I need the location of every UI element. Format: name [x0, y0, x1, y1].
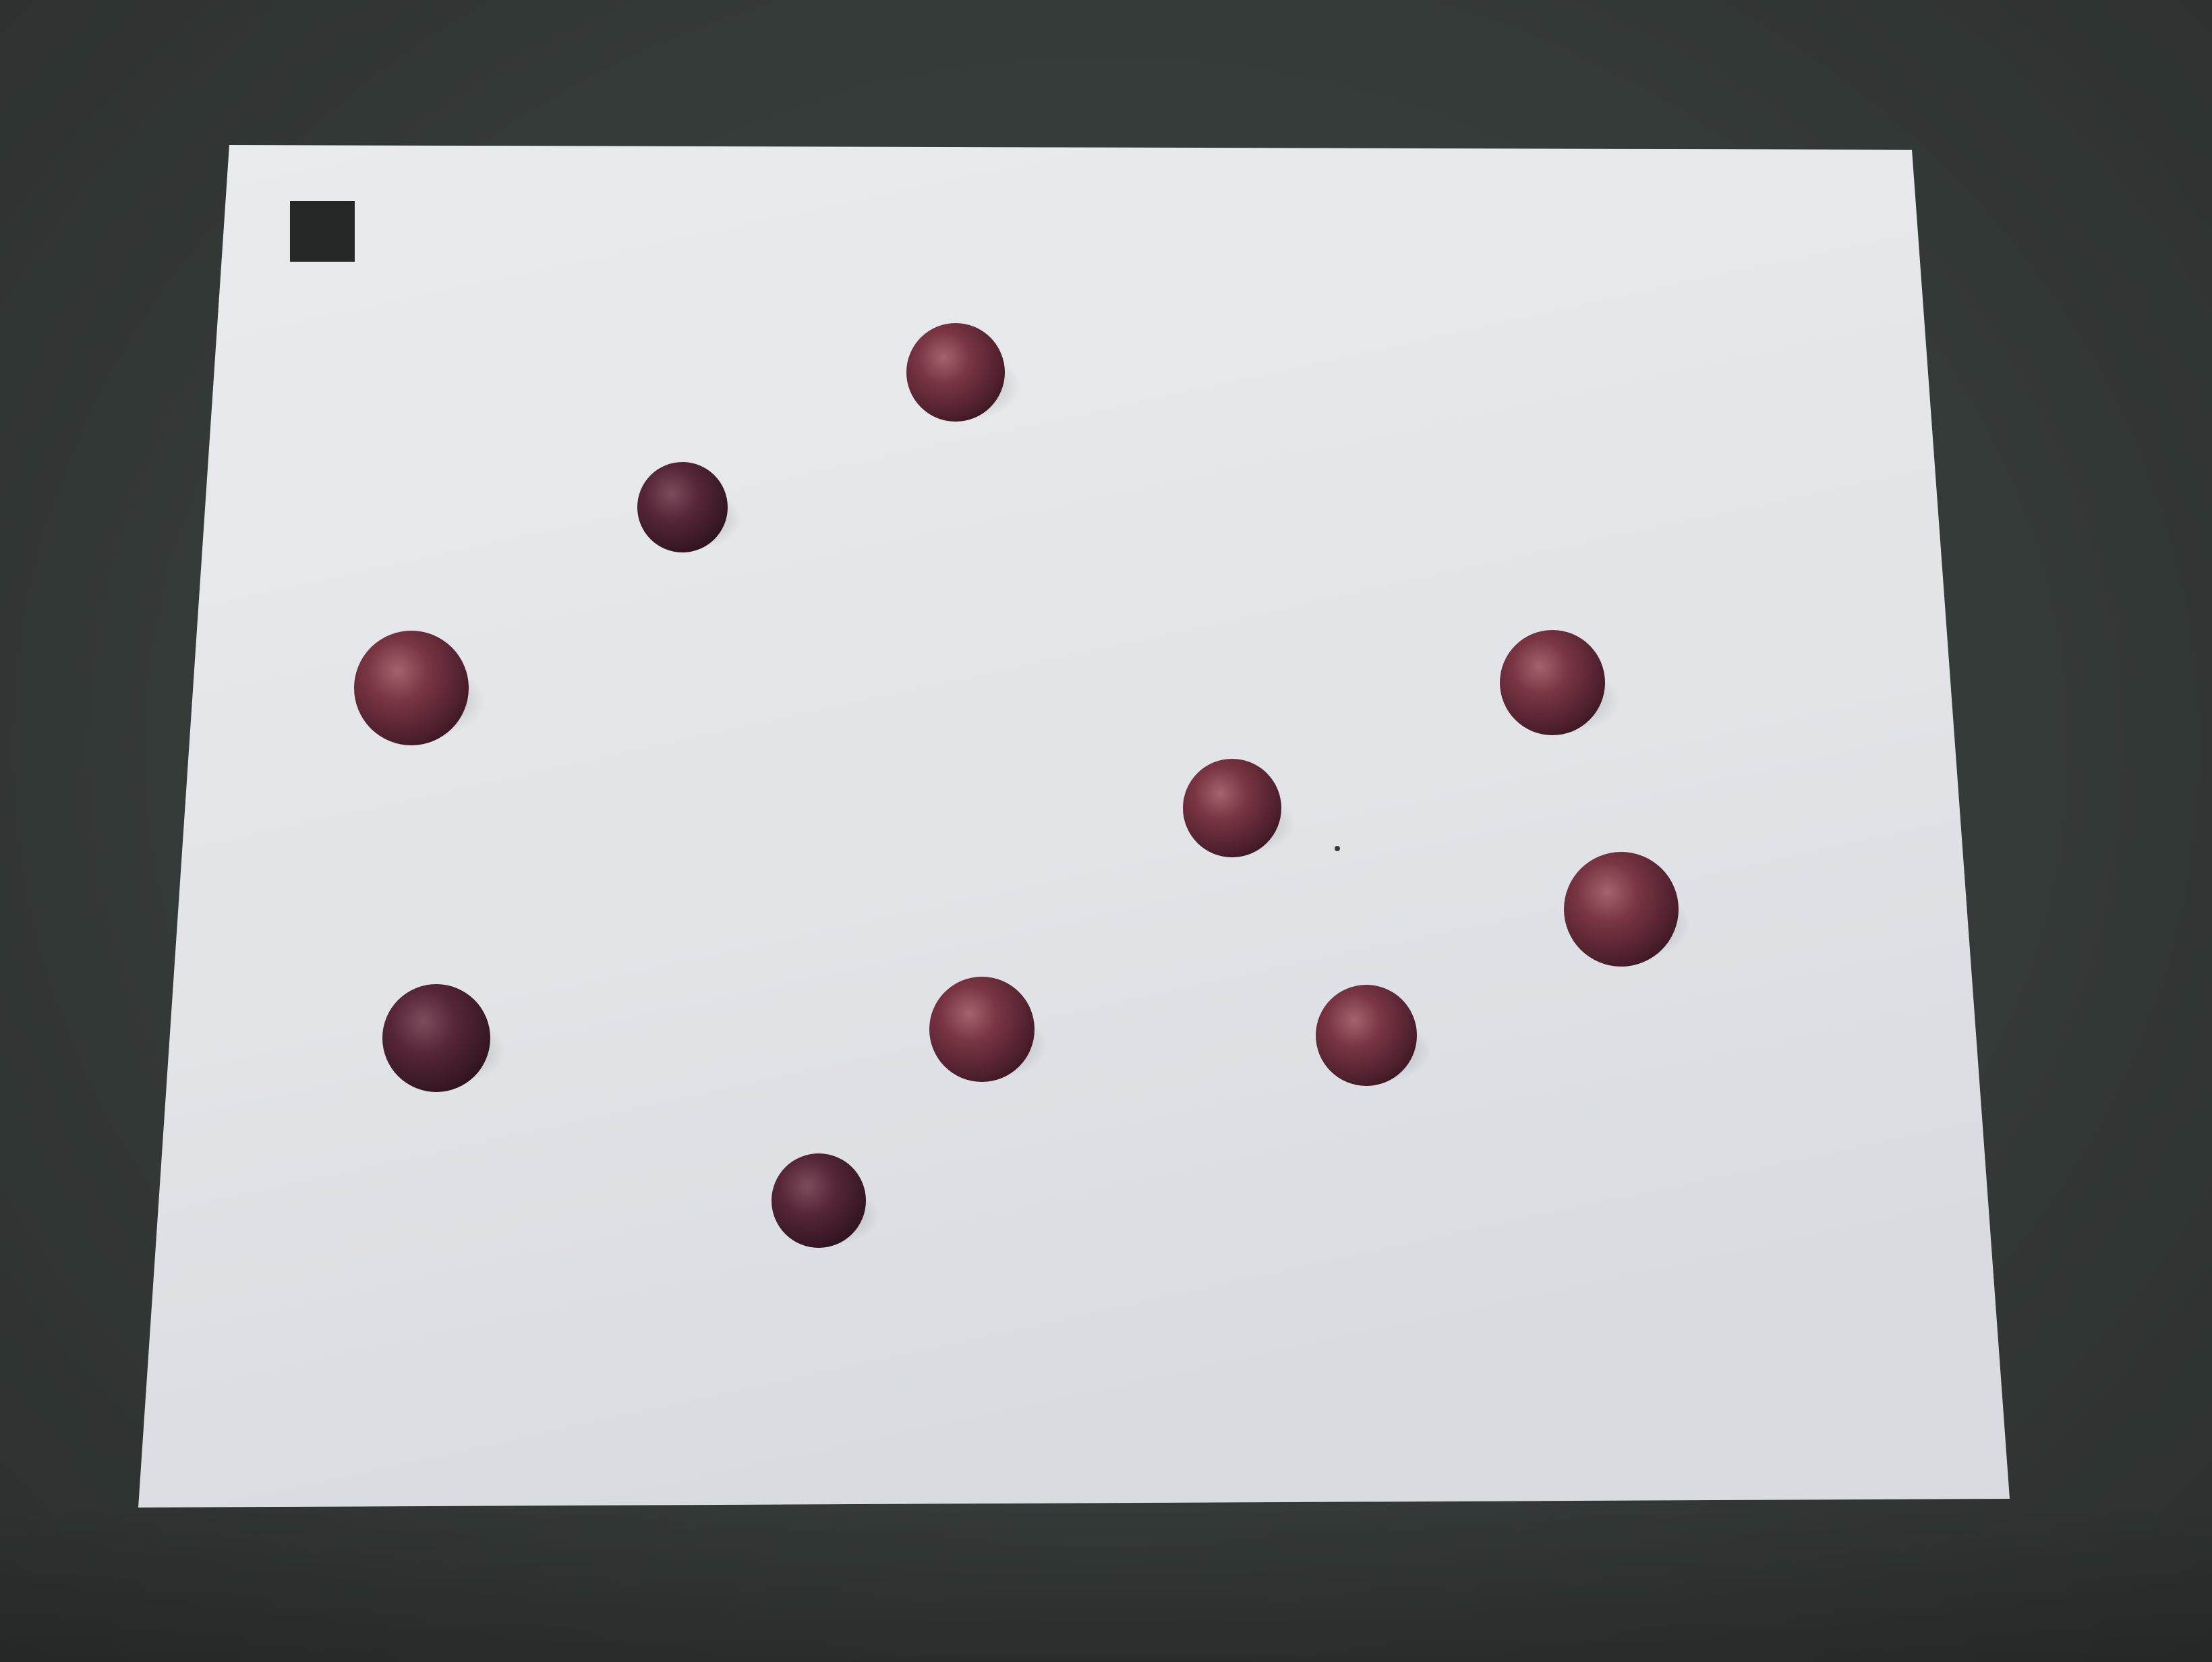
paper-sheet [138, 145, 2010, 1508]
grape-2 [637, 462, 742, 552]
grape-5 [1183, 759, 1295, 857]
grape-9 [1316, 985, 1431, 1086]
calibration-marker [290, 201, 355, 262]
grape-4 [1500, 630, 1620, 735]
table-shadow [0, 1504, 2212, 1662]
grape-3 [354, 631, 486, 745]
grape-6 [1564, 852, 1691, 967]
grape-1 [906, 323, 1020, 422]
paper-speck [1335, 846, 1340, 851]
grape-10 [772, 1153, 879, 1248]
grape-8 [929, 977, 1048, 1082]
grape-7 [382, 984, 506, 1092]
